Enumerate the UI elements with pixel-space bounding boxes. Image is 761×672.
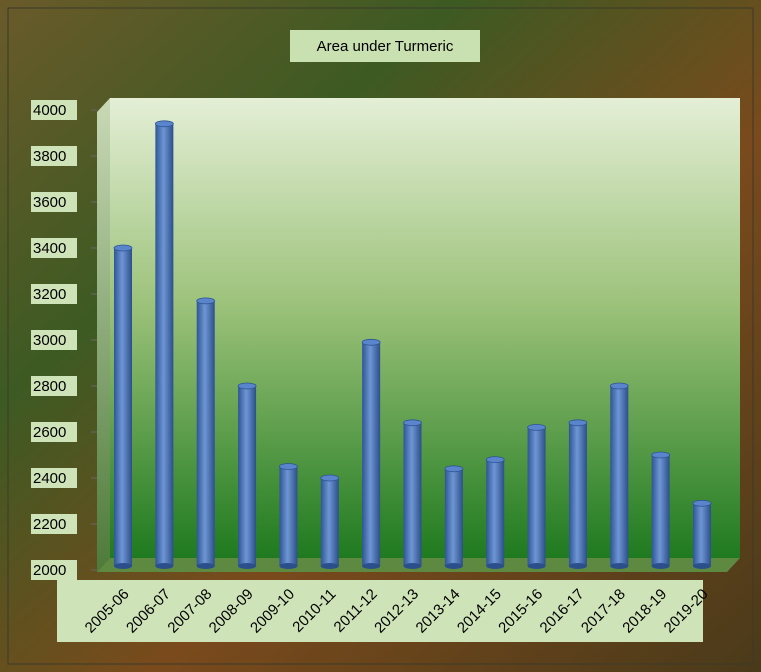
bar bbox=[238, 386, 257, 566]
y-tick-box bbox=[31, 468, 77, 488]
title-box bbox=[290, 30, 480, 62]
bar-base bbox=[527, 563, 546, 569]
bar bbox=[486, 459, 505, 566]
bar-cap bbox=[237, 382, 257, 390]
bar-cap bbox=[154, 120, 174, 128]
bar-base bbox=[610, 563, 629, 569]
bar bbox=[403, 422, 422, 566]
y-tick-label: 4000 bbox=[33, 102, 66, 119]
bar-base bbox=[403, 563, 422, 569]
bar bbox=[693, 503, 711, 566]
bar-cap bbox=[196, 297, 216, 305]
y-tick-box bbox=[31, 100, 77, 120]
bar bbox=[651, 455, 670, 566]
bar bbox=[527, 427, 546, 566]
bar-cap bbox=[527, 423, 546, 431]
chart-title: Area under Turmeric bbox=[317, 38, 454, 55]
y-tick-box bbox=[31, 284, 77, 304]
y-tick-label: 2600 bbox=[33, 424, 66, 441]
bar-base bbox=[568, 563, 587, 569]
bar-cap bbox=[651, 451, 671, 459]
y-tick-label: 2400 bbox=[33, 470, 66, 487]
bar-base bbox=[693, 563, 711, 569]
y-tick-box bbox=[31, 192, 77, 212]
bar bbox=[362, 342, 381, 566]
bar bbox=[320, 478, 339, 566]
x-label-band bbox=[57, 580, 703, 642]
bar-base bbox=[279, 563, 298, 569]
y-tick-box bbox=[31, 560, 77, 580]
y-tick-box bbox=[31, 422, 77, 442]
bar bbox=[610, 386, 629, 566]
bar-cap bbox=[692, 499, 712, 507]
chart-frame bbox=[7, 7, 754, 665]
y-tick-label: 3200 bbox=[33, 286, 66, 303]
bar-cap bbox=[609, 382, 629, 390]
bar-base bbox=[651, 563, 670, 569]
bar bbox=[279, 466, 298, 566]
y-tick-box bbox=[31, 330, 77, 350]
bar-cap bbox=[113, 244, 133, 252]
y-tick-label: 3000 bbox=[33, 332, 66, 349]
bar bbox=[155, 123, 174, 567]
y-tick-label: 2200 bbox=[33, 516, 66, 533]
side-wall bbox=[97, 98, 110, 572]
bar-base bbox=[155, 563, 174, 569]
bar-base bbox=[444, 563, 463, 569]
y-tick-label: 3400 bbox=[33, 240, 66, 257]
y-tick-box bbox=[31, 376, 77, 396]
bar-cap bbox=[485, 456, 505, 464]
bar-base bbox=[196, 563, 215, 569]
y-tick-label: 3600 bbox=[33, 194, 66, 211]
bar-cap bbox=[403, 419, 422, 427]
bar bbox=[568, 422, 587, 566]
y-tick-box bbox=[31, 514, 77, 534]
bar-base bbox=[486, 563, 505, 569]
bar-base bbox=[238, 563, 257, 569]
bar-cap bbox=[279, 463, 298, 470]
bar-cap bbox=[444, 465, 464, 473]
bar-cap bbox=[361, 338, 381, 346]
y-tick-box bbox=[31, 238, 77, 258]
y-tick-label: 2800 bbox=[33, 378, 66, 395]
bar-cap bbox=[568, 419, 588, 427]
y-tick-box bbox=[31, 146, 77, 166]
y-tick-label: 2000 bbox=[33, 562, 66, 579]
bar-base bbox=[362, 563, 381, 569]
bar-cap bbox=[320, 474, 340, 482]
back-wall bbox=[110, 98, 740, 558]
bar-base bbox=[320, 563, 339, 569]
bar bbox=[444, 468, 463, 566]
bar-base bbox=[114, 563, 132, 569]
bar bbox=[196, 300, 215, 566]
y-tick-label: 3800 bbox=[33, 148, 66, 165]
bar bbox=[114, 248, 132, 566]
